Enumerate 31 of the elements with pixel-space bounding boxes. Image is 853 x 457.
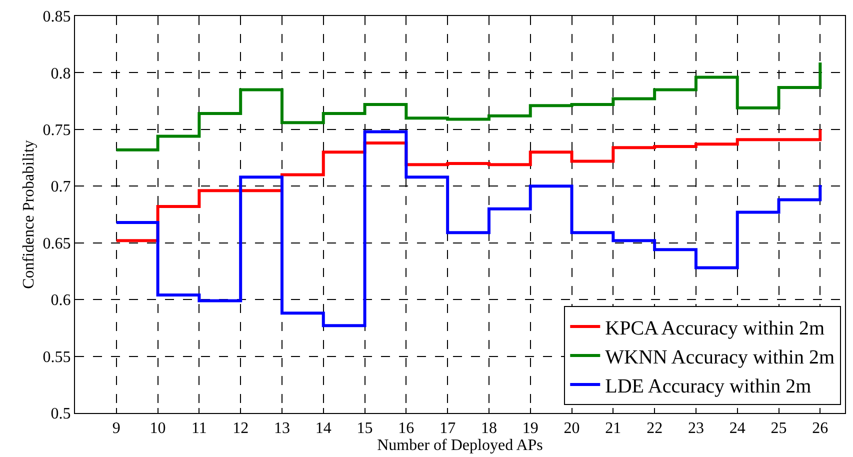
- x-tick-label: 10: [150, 420, 166, 438]
- x-tick-label: 26: [812, 420, 828, 438]
- x-tick-label: 11: [191, 420, 207, 438]
- legend-label: WKNN Accuracy within 2m: [605, 346, 835, 368]
- x-tick-label: 24: [729, 420, 746, 438]
- x-axis-title: Number of Deployed APs: [377, 437, 543, 454]
- legend-label: KPCA Accuracy within 2m: [605, 317, 826, 340]
- x-tick-label: 23: [688, 420, 704, 438]
- x-tick-label: 21: [605, 420, 622, 438]
- x-tick-label: 14: [315, 420, 332, 438]
- y-axis-title: Confidence Probability: [20, 140, 38, 289]
- y-tick-label: 0.55: [42, 348, 71, 366]
- x-tick-label: 22: [646, 420, 663, 438]
- x-tick-label: 19: [522, 420, 538, 438]
- y-tick-label: 0.5: [50, 406, 71, 423]
- x-tick-label: 20: [564, 420, 580, 438]
- x-tick-label: 16: [398, 420, 414, 438]
- y-tick-label: 0.65: [42, 235, 71, 252]
- x-tick-label: 25: [770, 420, 787, 438]
- x-tick-label: 9: [112, 420, 120, 438]
- y-tick-label: 0.7: [50, 178, 71, 196]
- x-tick-label: 12: [232, 420, 249, 438]
- y-tick-label: 0.75: [42, 122, 71, 140]
- x-tick-label: 13: [274, 420, 290, 438]
- x-tick-label: 15: [356, 420, 373, 438]
- legend-label: LDE Accuracy within 2m: [605, 375, 812, 398]
- y-tick-label: 0.8: [50, 65, 71, 82]
- y-tick-label: 0.6: [50, 292, 71, 310]
- x-tick-label: 17: [440, 420, 456, 438]
- y-tick-label: 0.85: [42, 8, 71, 26]
- x-tick-label: 18: [480, 420, 497, 438]
